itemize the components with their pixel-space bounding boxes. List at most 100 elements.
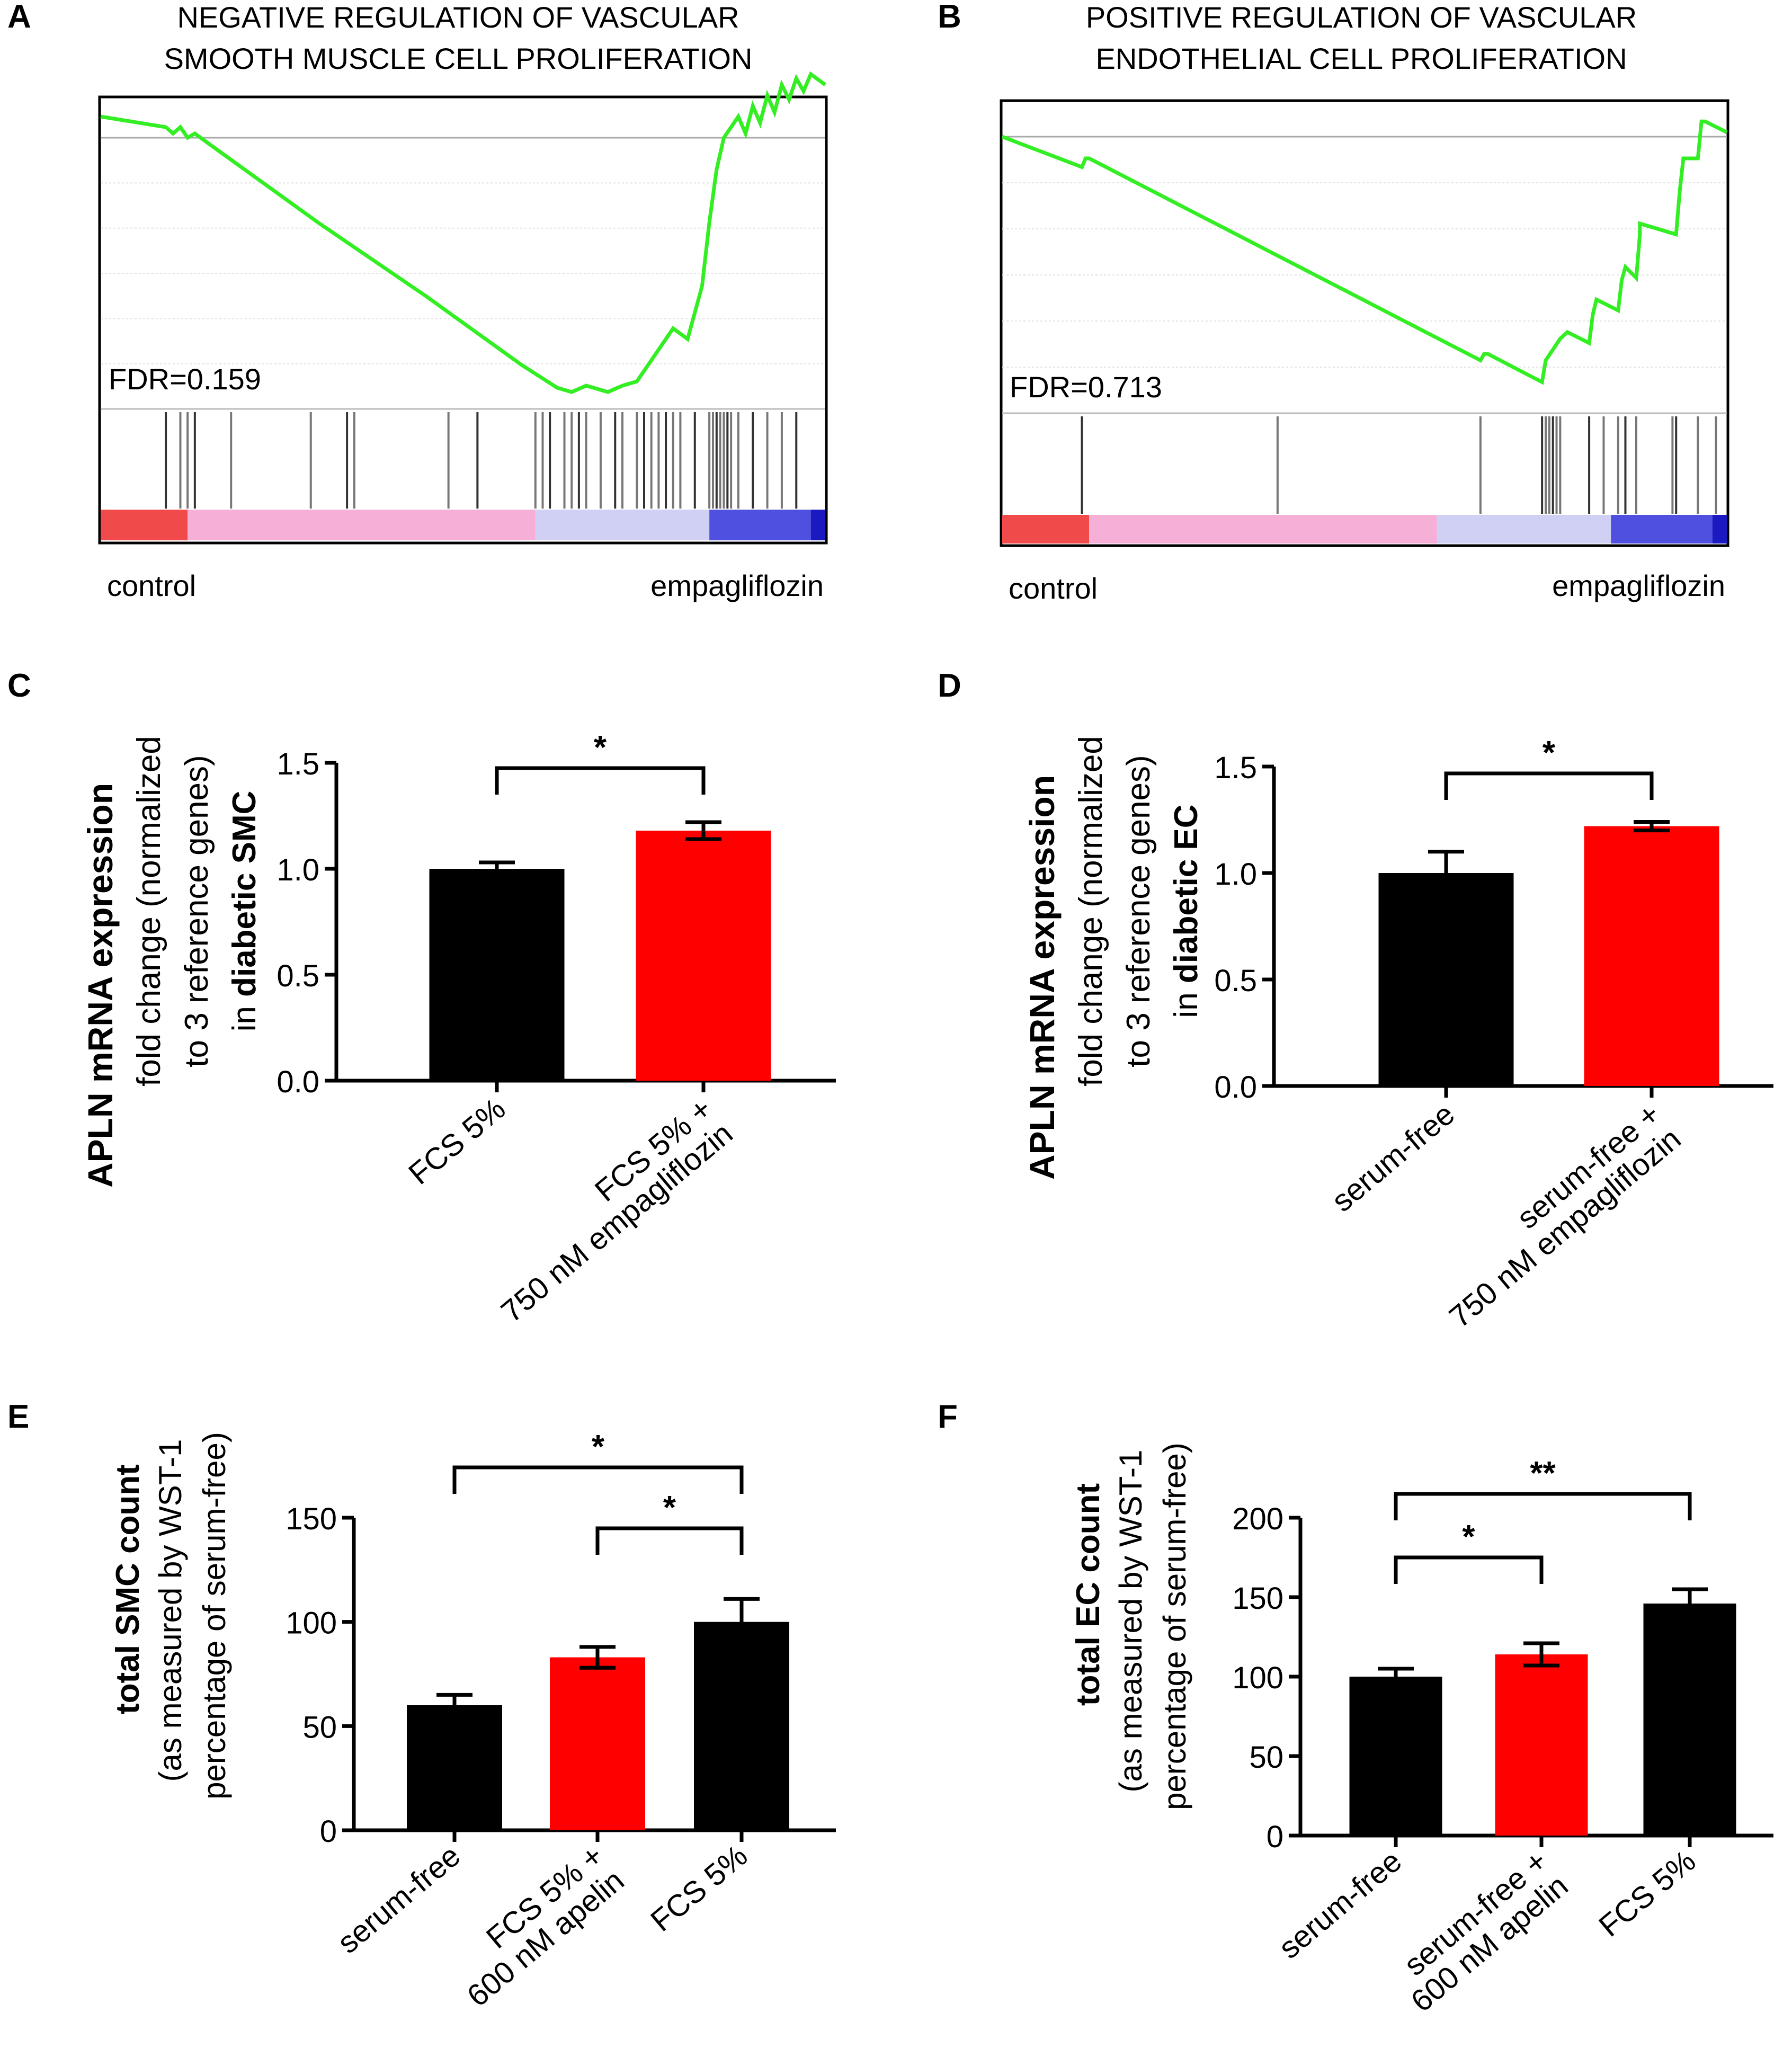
panel-c-bar-chart: 0.0 0.5 1.0 1.5 FCS 5% FCS 5% +750 nM empagli… — [277, 729, 836, 1329]
rank-bar-segment — [1712, 515, 1727, 544]
panel-c-ylabel-line-4-bold: diabetic SMC — [226, 791, 263, 997]
significance-label: * — [663, 1490, 676, 1526]
panel-c: C APLN mRNA expression fold change (norm… — [7, 667, 836, 1329]
rank-bar-segment — [1002, 515, 1090, 544]
panel-f-ylabel-line-2: (as measured by WST-1 — [1113, 1450, 1148, 1793]
y-tick-label: 0.0 — [277, 1065, 319, 1099]
x-tick-label: FCS 5% +600 nM apelin — [440, 1838, 630, 2014]
panel-d-ylabel-line-4-prefix: in — [1168, 983, 1205, 1018]
y-tick-label: 1.5 — [1214, 751, 1257, 785]
panel-c-ylabel-bold: APLN mRNA expression — [81, 783, 120, 1188]
x-tick-label-line: 750 nM empagliflozin — [1443, 1121, 1688, 1334]
panel-d-bar-chart: 0.0 0.5 1.0 1.5 serum-free serum-free +750 nM… — [1214, 735, 1773, 1334]
y-tick-label: 150 — [1232, 1581, 1283, 1616]
x-tick-label-line: FCS 5% — [1592, 1844, 1702, 1944]
significance-bracket — [452, 1465, 744, 1494]
rank-bar-segment — [1089, 515, 1437, 544]
panel-d-ylabel-line-2: fold change (normalized — [1073, 736, 1109, 1087]
panel-d-ylabel-line-3: to 3 reference genes) — [1120, 755, 1157, 1067]
x-tick-label-line: serum-free — [1325, 1097, 1461, 1218]
x-tick-label: serum-free +750 nM empagliflozin — [1422, 1097, 1688, 1334]
panel-b-rank-bar — [1002, 515, 1727, 544]
y-tick-label: 0.5 — [277, 959, 319, 993]
x-tick-label: serum-free — [1325, 1097, 1461, 1218]
x-tick-label-line: 750 nM empagliflozin — [495, 1116, 739, 1329]
panel-b: B POSITIVE REGULATION OF VASCULAR ENDOTH… — [938, 0, 1729, 605]
y-tick-label: 1.0 — [1214, 857, 1257, 892]
panel-label-e: E — [7, 1399, 29, 1435]
panel-b-title-line-2: ENDOTHELIAL CELL PROLIFERATION — [1095, 42, 1627, 75]
y-tick-label: 0 — [1267, 1820, 1283, 1854]
y-tick-label: 1.0 — [277, 853, 319, 887]
panel-b-title-line-1: POSITIVE REGULATION OF VASCULAR — [1086, 1, 1637, 34]
panel-b-enrichment-line — [1001, 119, 1728, 385]
panel-b-hit-markers — [1081, 416, 1717, 514]
x-tick-label: FCS 5% +750 nM empagliflozin — [474, 1091, 739, 1329]
y-tick-label: 0 — [320, 1814, 337, 1849]
rank-bar-segment — [535, 510, 710, 540]
rank-bar-segment — [810, 510, 825, 540]
panel-f-ylabel-line-3: percentage of serum-free) — [1157, 1442, 1192, 1810]
significance-label: ** — [1530, 1455, 1556, 1492]
panel-c-ylabel-line-4-prefix: in — [226, 997, 263, 1031]
panel-b-frame — [1000, 99, 1729, 547]
bar — [407, 1705, 502, 1830]
rank-bar-segment — [1611, 515, 1713, 544]
x-tick-label: FCS 5% — [644, 1838, 754, 1938]
panel-a-enrichment-line — [100, 71, 827, 394]
bar — [1584, 826, 1719, 1086]
significance-bracket — [495, 766, 706, 795]
panel-b-fdr-label: FDR=0.713 — [1010, 370, 1162, 404]
panel-label-c: C — [7, 667, 31, 704]
x-tick-label: serum-free — [1272, 1844, 1408, 1965]
significance-label: * — [594, 729, 607, 766]
x-tick-label-line: serum-free — [1272, 1844, 1408, 1965]
x-tick-label: FCS 5% — [402, 1091, 512, 1191]
panel-a-hit-markers — [165, 412, 798, 509]
x-tick-label: serum-free — [331, 1838, 467, 1960]
y-tick-label: 50 — [302, 1710, 337, 1744]
panel-c-ylabel: APLN mRNA expression fold change (normal… — [81, 736, 263, 1188]
bar — [694, 1622, 789, 1830]
panel-c-ylabel-line-3: to 3 reference genes) — [179, 755, 215, 1067]
panel-label-f: F — [938, 1399, 958, 1435]
rank-bar-segment — [101, 510, 188, 540]
bar — [429, 869, 565, 1081]
y-tick-label: 0.5 — [1214, 964, 1257, 998]
panel-c-ylabel-line-4: in diabetic SMC — [226, 791, 263, 1032]
y-tick-label: 150 — [286, 1502, 337, 1536]
panel-e: E total SMC count (as measured by WST-1 … — [7, 1399, 836, 2014]
rank-bar-segment — [709, 510, 811, 540]
panel-d-ylabel-line-4-bold: diabetic EC — [1168, 804, 1205, 983]
x-tick-label: FCS 5% — [1592, 1844, 1702, 1944]
panel-e-bar-chart: 0 50 100 150 serum-free FCS 5% +600 nM apelin… — [286, 1429, 836, 2014]
panel-e-ylabel-bold: total SMC count — [110, 1464, 146, 1714]
x-tick-label-line: FCS 5% — [644, 1838, 754, 1938]
x-tick-label-line: serum-free — [331, 1838, 467, 1960]
y-tick-label: 1.5 — [277, 747, 319, 781]
panel-e-ylabel-line-3: percentage of serum-free) — [197, 1432, 232, 1800]
bar — [1378, 873, 1514, 1086]
y-tick-label: 100 — [286, 1606, 337, 1641]
panel-a-grid — [101, 182, 825, 364]
significance-bracket — [595, 1526, 744, 1555]
bar — [1349, 1677, 1442, 1836]
significance-label: * — [592, 1429, 605, 1465]
panel-a-control-label: control — [107, 569, 196, 602]
panel-d-ylabel-line-4: in diabetic EC — [1168, 804, 1205, 1018]
panel-label-a: A — [7, 0, 31, 35]
bar — [550, 1657, 645, 1830]
significance-bracket — [1394, 1492, 1692, 1520]
panel-a-empagliflozin-label: empagliflozin — [650, 569, 824, 602]
panel-label-d: D — [938, 667, 961, 704]
y-tick-label: 100 — [1232, 1661, 1283, 1695]
panel-a-title-line-1: NEGATIVE REGULATION OF VASCULAR — [177, 1, 739, 34]
bar — [1643, 1604, 1736, 1836]
significance-label: * — [1543, 735, 1556, 771]
significance-bracket — [1394, 1555, 1544, 1584]
bar — [636, 831, 771, 1081]
y-tick-label: 50 — [1249, 1740, 1283, 1775]
y-tick-label: 200 — [1232, 1502, 1283, 1536]
